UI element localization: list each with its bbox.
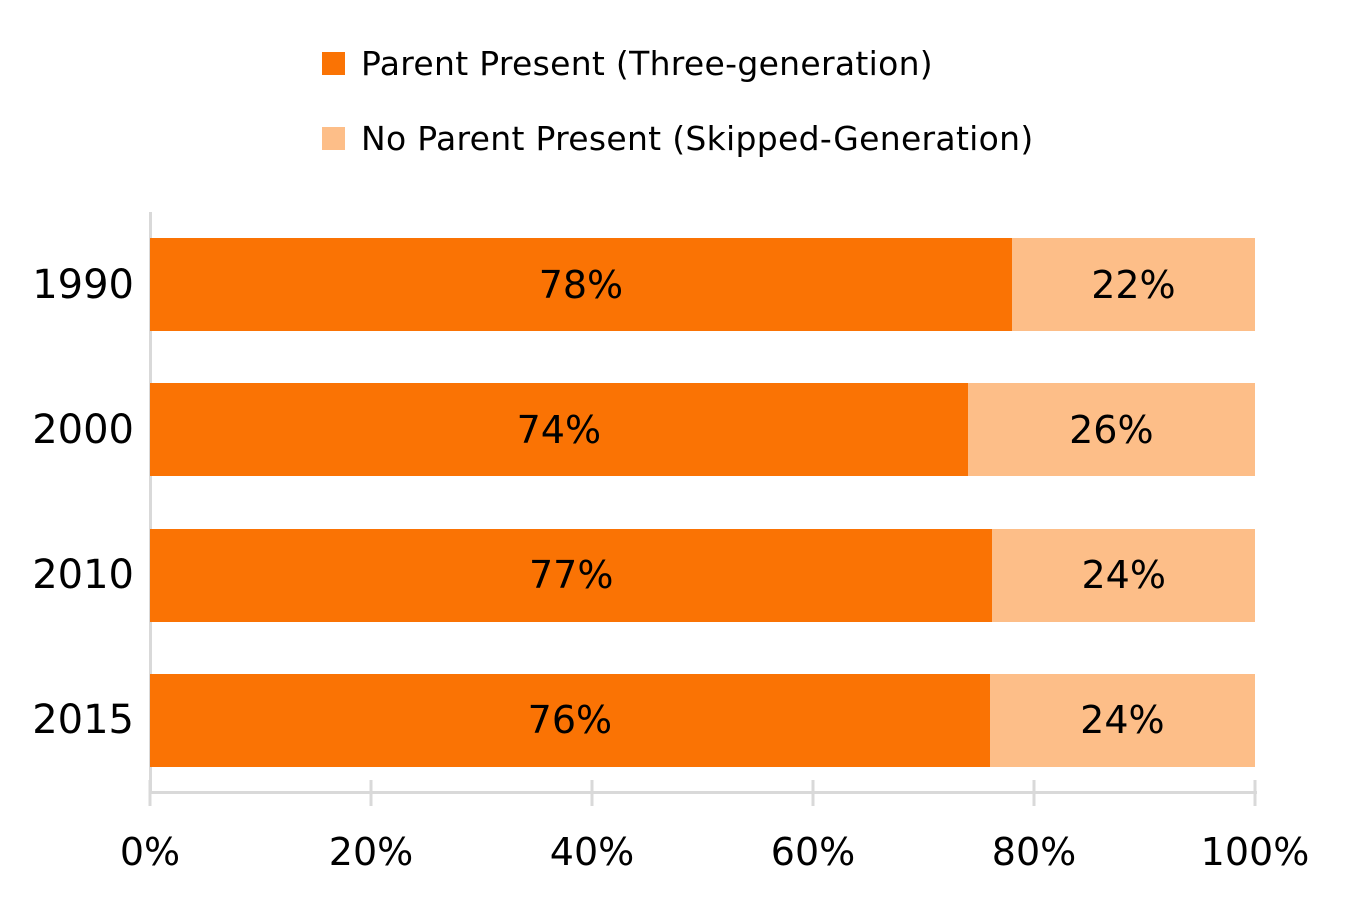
data-label: 26% bbox=[1069, 407, 1154, 452]
legend-label-no-parent-present: No Parent Present (Skipped-Generation) bbox=[361, 118, 1034, 158]
legend-swatch-parent-present-icon bbox=[322, 51, 345, 75]
bar-segment-parent-present: 74% bbox=[150, 383, 968, 477]
category-label: 1990 bbox=[32, 261, 134, 308]
bar-row-2000: 2000 74% 26% bbox=[32, 383, 1255, 477]
bar-segment-no-parent-present: 22% bbox=[1011, 238, 1255, 332]
x-axis-tick-label: 80% bbox=[991, 830, 1077, 874]
data-label: 24% bbox=[1080, 698, 1165, 743]
x-axis-line bbox=[149, 791, 1257, 794]
x-axis-tick-label: 60% bbox=[770, 830, 856, 874]
x-axis-tick bbox=[811, 780, 815, 806]
data-label: 76% bbox=[527, 698, 613, 743]
x-axis-tick bbox=[590, 780, 594, 806]
x-axis-tick bbox=[1032, 780, 1036, 806]
category-label: 2010 bbox=[32, 552, 134, 599]
x-axis-tick-label: 0% bbox=[119, 830, 181, 874]
bar-segment-no-parent-present: 24% bbox=[992, 528, 1255, 622]
x-axis-tick-label: 20% bbox=[328, 830, 414, 874]
x-axis-tick bbox=[1253, 780, 1257, 806]
legend-item-parent-present: Parent Present (Three-generation) bbox=[322, 40, 933, 86]
category-label: 2015 bbox=[32, 697, 134, 744]
bar-segment-no-parent-present: 24% bbox=[989, 673, 1255, 767]
bar-segment-parent-present: 78% bbox=[150, 238, 1012, 332]
bar-segment-parent-present: 77% bbox=[150, 528, 993, 622]
legend-label-parent-present: Parent Present (Three-generation) bbox=[361, 43, 933, 83]
y-axis-line bbox=[149, 212, 152, 793]
legend-item-no-parent-present: No Parent Present (Skipped-Generation) bbox=[322, 115, 1034, 161]
x-axis-tick-label: 100% bbox=[1200, 830, 1310, 874]
data-label: 78% bbox=[538, 262, 624, 307]
bar-row-1990: 1990 78% 22% bbox=[32, 238, 1255, 332]
category-label: 2000 bbox=[32, 406, 134, 453]
data-label: 74% bbox=[516, 407, 602, 452]
data-label: 24% bbox=[1081, 553, 1166, 598]
legend-swatch-no-parent-present-icon bbox=[322, 126, 345, 150]
data-label: 22% bbox=[1091, 262, 1176, 307]
x-axis-tick-label: 40% bbox=[549, 830, 635, 874]
data-label: 77% bbox=[528, 553, 614, 598]
bar-row-2015: 2015 76% 24% bbox=[32, 673, 1255, 767]
bar-segment-parent-present: 76% bbox=[150, 673, 990, 767]
bar-segment-no-parent-present: 26% bbox=[967, 383, 1255, 477]
x-axis-tick bbox=[369, 780, 373, 806]
bar-row-2010: 2010 77% 24% bbox=[32, 528, 1255, 622]
x-axis-tick bbox=[148, 780, 152, 806]
